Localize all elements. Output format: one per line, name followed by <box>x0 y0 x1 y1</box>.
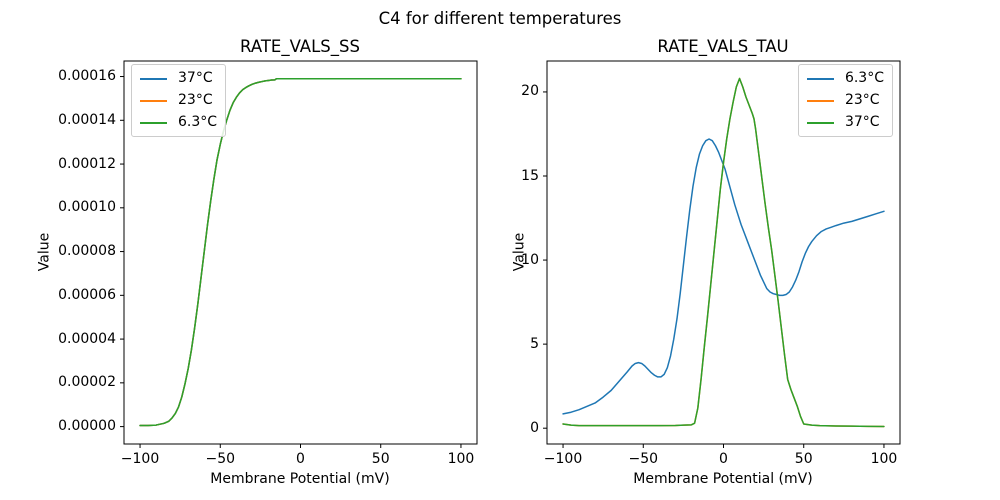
y-tick-label: 15 <box>521 167 539 184</box>
y-tick-label: 0.00000 <box>58 418 116 435</box>
y-tick-label: 5 <box>530 335 539 352</box>
y-tick-label: 0.00010 <box>58 199 116 216</box>
left-subplot-title: RATE_VALS_SS <box>240 37 360 56</box>
right-subplot-title: RATE_VALS_TAU <box>657 37 789 56</box>
legend-box: 37°C 23°C 6.3°C <box>131 64 227 137</box>
series-line-6.3°C <box>139 77 462 427</box>
legend-line-sample <box>140 99 167 102</box>
y-tick-label: 0.00008 <box>58 243 116 260</box>
x-tick-label: 100 <box>447 451 475 467</box>
y-tick-label: 0 <box>530 419 539 436</box>
legend-line-sample <box>140 121 167 124</box>
y-tick-label: 0.00002 <box>58 374 116 391</box>
y-tick-label: 20 <box>521 83 539 100</box>
x-tick-label: −100 <box>543 451 583 467</box>
legend-entry: 37°C <box>806 114 884 131</box>
legend-label: 23°C <box>844 92 880 108</box>
legend-entry: 6.3°C <box>806 70 884 87</box>
legend-label: 37°C <box>844 114 880 130</box>
legend-label: 37°C <box>178 70 213 86</box>
x-tick-label: −50 <box>205 451 236 467</box>
series-line-6.3°C <box>562 138 885 415</box>
x-tick-label: −50 <box>628 451 659 467</box>
legend-label: 6.3°C <box>178 114 218 130</box>
x-tick-label: 0 <box>719 451 728 467</box>
axes-frame <box>123 60 478 445</box>
legend-entry: 37°C <box>140 70 217 87</box>
y-tick-label: 0.00014 <box>58 111 116 128</box>
legend-entry: 23°C <box>806 92 884 109</box>
x-tick-label: 50 <box>794 451 813 467</box>
y-tick-label: 0.00016 <box>58 68 116 85</box>
legend-entry: 6.3°C <box>140 114 217 131</box>
x-tick-label: 0 <box>296 451 305 467</box>
left-xaxis-label: Membrane Potential (mV) <box>210 471 390 487</box>
legend-line-sample <box>140 77 167 80</box>
y-tick-label: 10 <box>521 251 539 268</box>
legend-line-sample <box>806 121 834 124</box>
y-tick-label: 0.00006 <box>58 286 116 303</box>
legend-entry: 23°C <box>140 92 217 109</box>
legend-line-sample <box>806 77 834 80</box>
legend-label: 23°C <box>178 92 213 108</box>
x-tick-label: 50 <box>371 451 390 467</box>
y-tick-label: 0.00012 <box>58 155 116 172</box>
x-tick-label: −100 <box>120 451 160 467</box>
legend-label: 6.3°C <box>844 70 884 86</box>
axes-frame <box>546 60 901 445</box>
y-tick-label: 0.00004 <box>58 330 116 347</box>
x-tick-label: 100 <box>870 451 898 467</box>
legend-box: 6.3°C 23°C 37°C <box>797 64 893 137</box>
right-xaxis-label: Membrane Potential (mV) <box>633 471 813 487</box>
legend-line-sample <box>806 99 834 102</box>
figure-suptitle: C4 for different temperatures <box>378 9 622 28</box>
series-line-37°C <box>562 77 885 428</box>
